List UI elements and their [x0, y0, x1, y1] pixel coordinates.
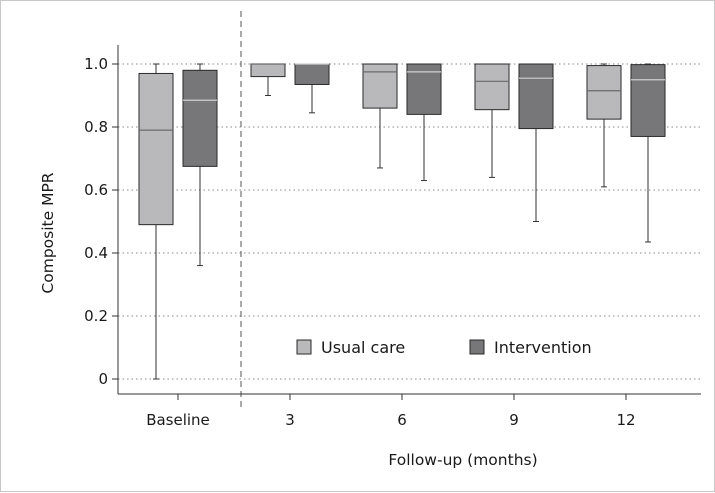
- y-tick-label: 0.8: [84, 118, 108, 136]
- y-tick-label: 0: [98, 370, 108, 388]
- x-ticks: Baseline 3 6 9 12: [146, 394, 636, 429]
- box-body: [250, 63, 286, 78]
- x-tick-label: 3: [285, 411, 295, 429]
- box-body: [586, 65, 622, 120]
- box-body: [138, 72, 174, 226]
- box-body: [518, 63, 554, 130]
- box-intervention-1: [182, 63, 218, 267]
- box-usual-care-1: [138, 63, 174, 380]
- x-tick-label: 9: [509, 411, 519, 429]
- x-tick-label: 6: [397, 411, 407, 429]
- y-tick-label: 1.0: [84, 55, 108, 73]
- box-body: [362, 63, 398, 109]
- box-marks: [138, 63, 666, 380]
- box-usual-care-3: [362, 63, 398, 169]
- legend-item-usual-care: Usual care: [296, 338, 405, 357]
- y-tick-label: 0.2: [84, 307, 108, 325]
- box-body: [182, 69, 218, 167]
- box-intervention-3: [406, 63, 442, 182]
- x-tick-label: Baseline: [146, 411, 210, 429]
- legend-label: Usual care: [321, 338, 405, 357]
- legend-item-intervention: Intervention: [469, 338, 592, 357]
- y-axis-label: Composite MPR: [39, 172, 57, 293]
- box-intervention-5: [630, 63, 666, 243]
- x-axis-label: Follow-up (months): [388, 451, 537, 469]
- axes: [117, 45, 701, 395]
- box-intervention-2: [294, 63, 330, 114]
- y-ticks: 0 0.2 0.4 0.6 0.8 1.0: [84, 55, 118, 388]
- box-usual-care-4: [474, 63, 510, 178]
- y-tick-label: 0.4: [84, 244, 108, 262]
- box-usual-care-5: [586, 63, 622, 188]
- box-intervention-4: [518, 63, 554, 222]
- box-usual-care-2: [250, 63, 286, 96]
- legend-label: Intervention: [494, 338, 592, 357]
- box-body: [630, 64, 666, 137]
- legend-swatch: [469, 339, 485, 355]
- legend-swatch: [296, 339, 312, 355]
- box-body: [294, 63, 330, 85]
- x-tick-label: 12: [616, 411, 635, 429]
- box-body: [474, 63, 510, 111]
- y-tick-label: 0.6: [84, 181, 108, 199]
- legend: Usual care Intervention: [296, 338, 592, 357]
